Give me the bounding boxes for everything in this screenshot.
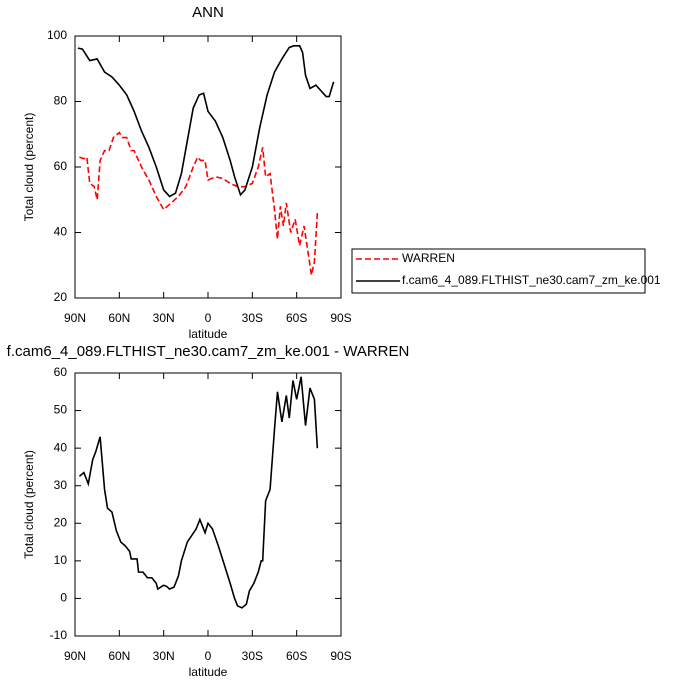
y-tick-label: 0 — [60, 591, 67, 605]
x-tick-label: 30N — [153, 649, 175, 663]
chart: ANN 20 40 60 80 100 90N 60N 30N 0 30S 60S 90S latitud… — [22, 4, 661, 341]
y-tick-label: 60 — [54, 365, 68, 379]
chart: f.cam6_4_089.FLTHIST_ne30.cam7_zm_ke.001… — [7, 343, 410, 679]
x-tick-label: 0 — [205, 311, 212, 325]
x-tick-label: 90S — [330, 649, 351, 663]
y-axis-label: Total cloud (percent) — [22, 113, 36, 222]
x-tick-label: 30S — [242, 649, 263, 663]
y-tick-label: 50 — [54, 403, 68, 417]
x-tick-label: 0 — [205, 649, 212, 663]
series-line — [79, 131, 319, 276]
x-tick-label: 60N — [108, 311, 130, 325]
x-tick-label: 60N — [108, 649, 130, 663]
y-axis-label: Total cloud (percent) — [22, 450, 36, 559]
chart-title: f.cam6_4_089.FLTHIST_ne30.cam7_zm_ke.001… — [7, 343, 410, 360]
y-tick-label: 60 — [54, 159, 68, 173]
x-tick-label: 30S — [242, 311, 263, 325]
legend-frame — [351, 248, 646, 294]
y-tick-label: 30 — [54, 478, 68, 492]
series-line — [78, 376, 319, 609]
legend-label: WARREN — [402, 251, 455, 265]
x-tick-label: 30N — [153, 311, 175, 325]
x-tick-label: 90N — [64, 311, 86, 325]
plot-frame — [74, 372, 342, 637]
y-tick-label: 20 — [54, 290, 68, 304]
y-tick-label: -10 — [50, 628, 68, 642]
x-axis-label: latitude — [189, 665, 228, 679]
legend-label: f.cam6_4_089.FLTHIST_ne30.cam7_zm_ke.001 — [402, 273, 661, 287]
y-tick-label: 40 — [54, 225, 68, 239]
plot-frame — [74, 35, 342, 299]
x-axis-label: latitude — [189, 327, 228, 341]
y-tick-label: 80 — [54, 94, 68, 108]
x-tick-label: 60S — [286, 649, 307, 663]
x-tick-label: 60S — [286, 311, 307, 325]
x-tick-label: 90N — [64, 649, 86, 663]
series-line — [77, 45, 335, 198]
y-tick-label: 100 — [47, 28, 67, 42]
x-tick-label: 90S — [330, 311, 351, 325]
y-tick-label: 20 — [54, 515, 68, 529]
chart-title: ANN — [192, 4, 224, 21]
y-tick-label: 10 — [54, 553, 68, 567]
y-tick-label: 40 — [54, 440, 68, 454]
